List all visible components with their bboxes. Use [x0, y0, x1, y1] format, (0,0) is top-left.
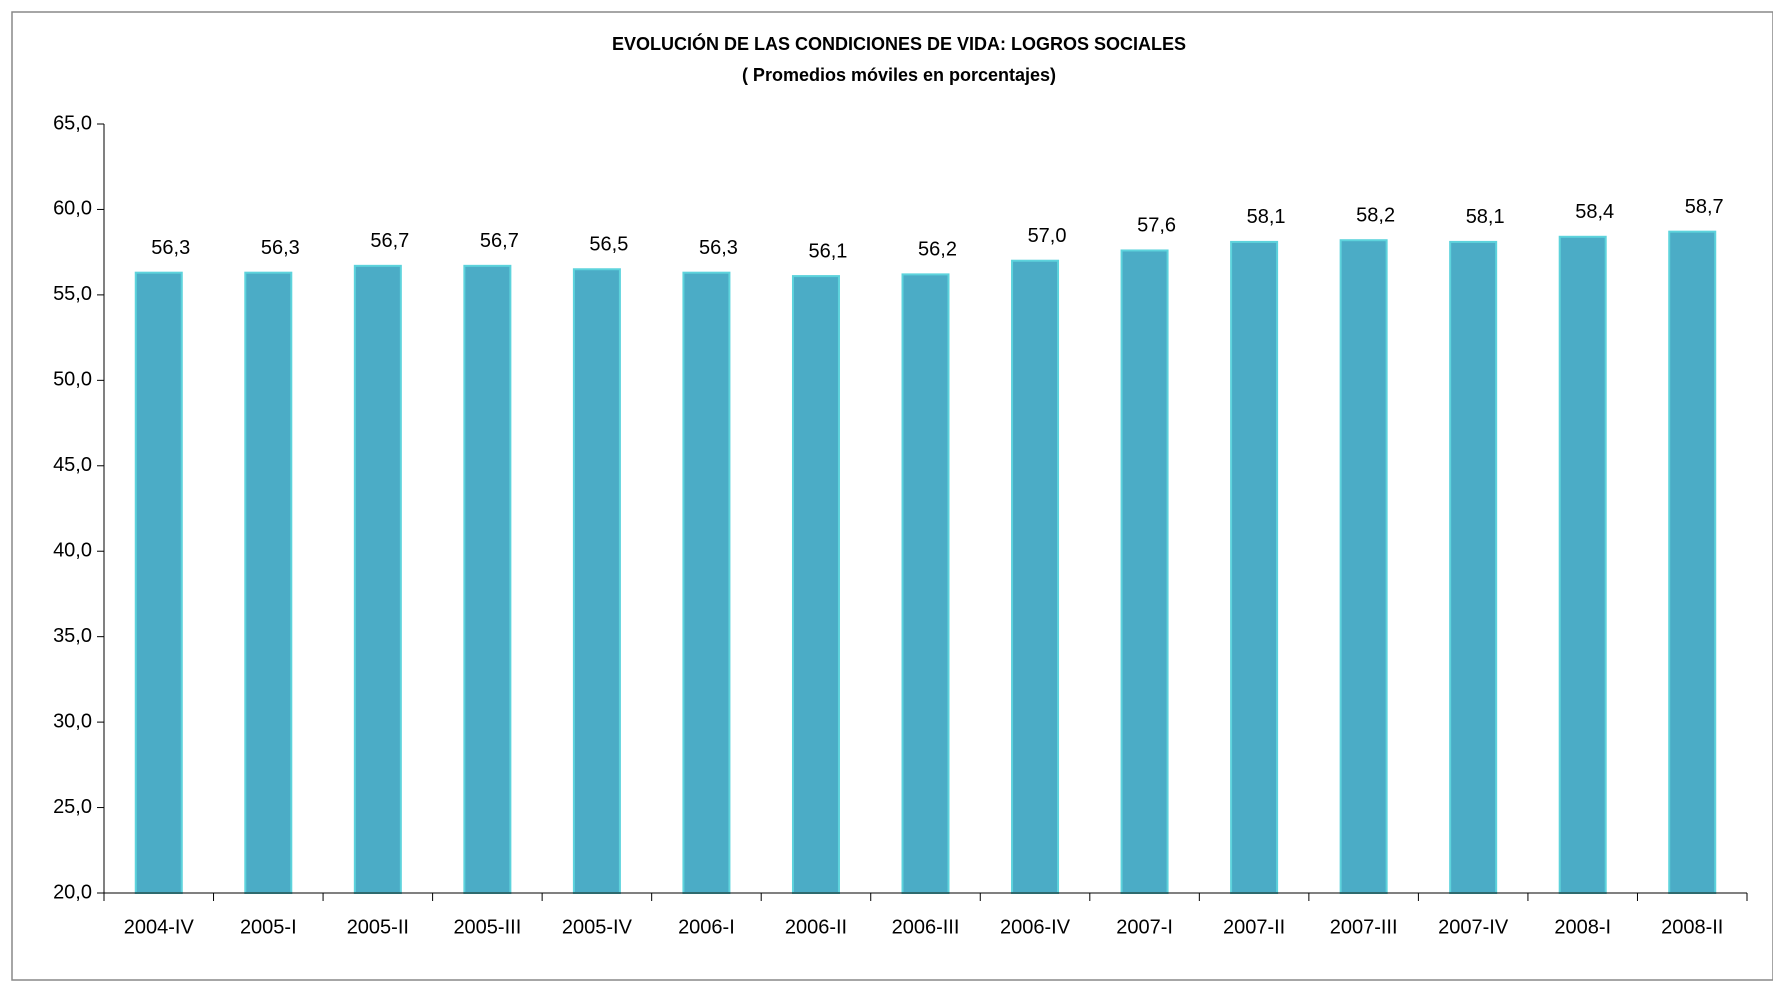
- bar: [791, 275, 840, 894]
- bar: [353, 264, 402, 894]
- bar: [682, 271, 731, 894]
- bar: [134, 271, 183, 894]
- chart-subtitle: ( Promedios móviles en porcentajes): [742, 65, 1056, 85]
- x-tick-label: 2004-IV: [124, 916, 195, 938]
- y-tick-label: 65,0: [53, 112, 92, 134]
- data-label: 56,3: [151, 237, 190, 259]
- x-tick-label: 2006-I: [678, 916, 735, 938]
- data-label: 58,2: [1356, 204, 1395, 226]
- data-label: 56,5: [589, 234, 628, 256]
- x-tick-label: 2007-I: [1116, 916, 1173, 938]
- data-label: 57,6: [1137, 215, 1176, 237]
- x-tick-label: 2005-II: [347, 916, 409, 938]
- y-tick-label: 30,0: [53, 710, 92, 732]
- x-tick-label: 2006-II: [785, 916, 847, 938]
- y-tick-label: 45,0: [53, 454, 92, 476]
- y-tick-label: 25,0: [53, 796, 92, 818]
- y-tick-label: 40,0: [53, 540, 92, 562]
- bar: [1011, 259, 1060, 894]
- bar: [1339, 239, 1388, 894]
- x-tick-label: 2005-IV: [562, 916, 633, 938]
- data-label: 57,0: [1028, 225, 1067, 247]
- data-label: 56,3: [261, 237, 300, 259]
- data-label: 58,7: [1685, 196, 1724, 218]
- x-tick-label: 2006-III: [892, 916, 960, 938]
- bar: [1120, 249, 1169, 895]
- bar: [244, 271, 293, 894]
- bar: [901, 273, 950, 895]
- y-tick-label: 35,0: [53, 625, 92, 647]
- data-label: 58,1: [1466, 206, 1505, 228]
- bar: [1558, 235, 1607, 894]
- bar: [1668, 230, 1717, 895]
- bar: [572, 268, 621, 894]
- x-tick-label: 2007-III: [1330, 916, 1398, 938]
- data-label: 56,2: [918, 239, 957, 261]
- y-tick-label: 20,0: [53, 881, 92, 903]
- x-tick-label: 2008-II: [1661, 916, 1723, 938]
- x-tick-label: 2005-III: [453, 916, 521, 938]
- chart-title: EVOLUCIÓN DE LAS CONDICIONES DE VIDA: LO…: [612, 33, 1186, 54]
- y-tick-label: 50,0: [53, 369, 92, 391]
- x-tick-label: 2005-I: [240, 916, 297, 938]
- y-tick-label: 60,0: [53, 198, 92, 220]
- data-label: 58,1: [1247, 206, 1286, 228]
- bar: [1449, 240, 1498, 894]
- x-tick-label: 2007-II: [1223, 916, 1285, 938]
- bar: [463, 264, 512, 894]
- x-tick-label: 2008-I: [1554, 916, 1611, 938]
- x-tick-label: 2007-IV: [1438, 916, 1509, 938]
- data-label: 56,3: [699, 237, 738, 259]
- y-tick-label: 55,0: [53, 283, 92, 305]
- x-tick-label: 2006-IV: [1000, 916, 1071, 938]
- data-label: 56,7: [370, 230, 409, 252]
- data-label: 58,4: [1575, 201, 1614, 223]
- bar: [1230, 240, 1279, 894]
- data-label: 56,7: [480, 230, 519, 252]
- data-label: 56,1: [808, 240, 847, 262]
